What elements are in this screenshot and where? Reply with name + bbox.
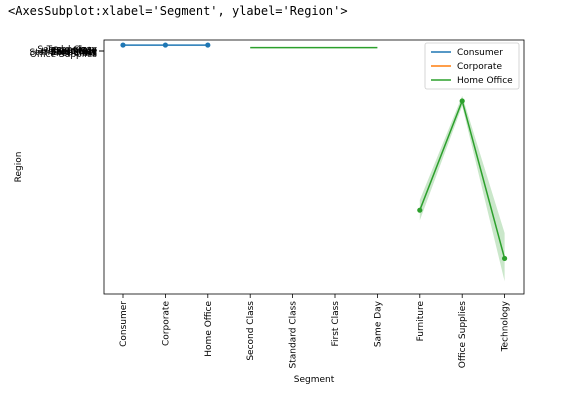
x-tick-label: Technology: [501, 300, 511, 352]
data-point-3-0: [417, 207, 423, 213]
y-tick-label: Same Day: [51, 47, 98, 57]
x-tick-label: Standard Class: [289, 301, 299, 369]
legend: Consumer Corporate Home Office: [424, 42, 520, 90]
x-tick-label: Corporate: [161, 301, 171, 346]
axes-repr-text: <AxesSubplot:xlabel='Segment', ylabel='R…: [8, 4, 348, 18]
legend-label: Consumer: [457, 48, 503, 58]
x-axis-label: Segment: [294, 375, 335, 385]
y-tick-label: Office Supplies: [30, 50, 98, 60]
x-tick-label: Home Office: [204, 301, 214, 357]
data-point-0-2: [205, 42, 211, 48]
y-tick-label: Technology: [46, 45, 98, 55]
legend-label: Corporate: [457, 62, 502, 72]
data-point-0-0: [120, 42, 126, 48]
legend-box: [424, 42, 520, 90]
x-tick-label: Same Day: [373, 300, 383, 347]
y-tick-label: Consumer: [51, 48, 97, 58]
data-point-0-1: [162, 42, 168, 48]
x-tick-label: First Class: [331, 301, 341, 347]
y-tick-label: First Class: [52, 49, 98, 59]
legend-label: Home Office: [457, 76, 513, 86]
y-tick-label: Standard Class: [30, 48, 98, 58]
x-tick-label: Office Supplies: [458, 301, 468, 369]
data-point-3-2: [502, 255, 508, 262]
x-tick-label: Furniture: [416, 301, 426, 342]
confidence-band-3: [419, 95, 505, 282]
y-tick-label: Second Class: [37, 45, 97, 55]
y-tick-label: Corporate: [52, 46, 97, 56]
data-point-3-1: [459, 98, 465, 104]
y-tick-label: Home Office: [41, 47, 97, 57]
x-tick-label: Consumer: [119, 301, 129, 347]
y-tick-label: Furniture: [57, 47, 98, 57]
x-tick-label: Second Class: [246, 301, 256, 361]
y-axis-label: Region: [14, 152, 24, 183]
